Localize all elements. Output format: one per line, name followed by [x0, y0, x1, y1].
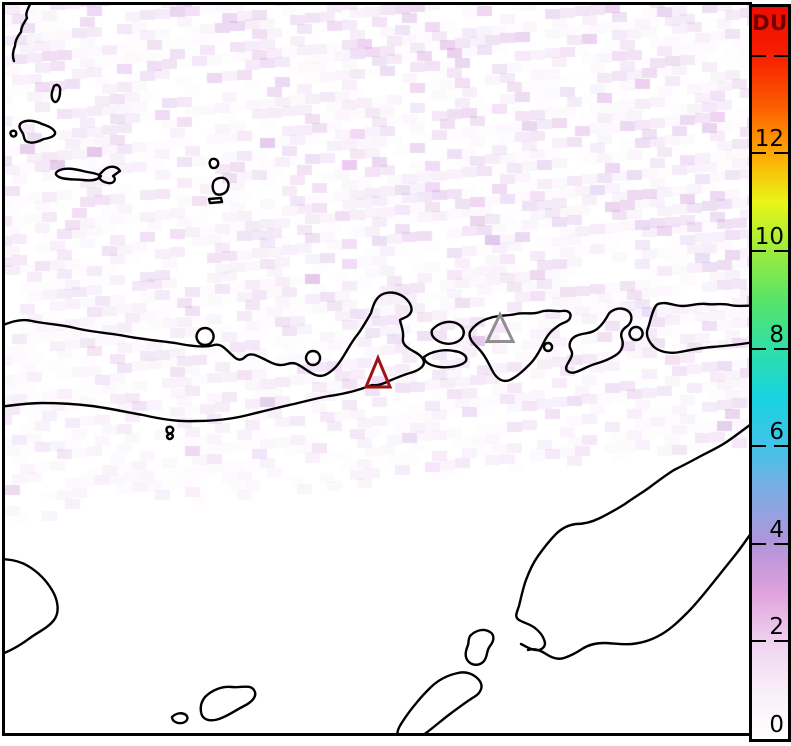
islet-north-dash — [207, 196, 224, 205]
colorbar-tick — [774, 445, 788, 448]
islet-north-ring — [211, 176, 230, 196]
island-chain-west — [54, 167, 103, 182]
island-rote — [396, 671, 483, 733]
coastline-group — [5, 5, 749, 733]
island-savu-small — [170, 712, 189, 725]
colorbar-tick — [752, 347, 766, 350]
island-sumba-coast — [5, 558, 59, 655]
island-komodo — [430, 320, 465, 345]
colorbar-tick-label: 0 — [769, 712, 784, 738]
colorbar-tick-label: 2 — [769, 614, 784, 641]
colorbar-tick — [774, 542, 788, 545]
sulawesi-corner-coast — [11, 5, 31, 63]
colorbar-tick-label: 8 — [769, 321, 784, 348]
volcano-marker-gray — [484, 311, 516, 343]
colorbar-unit-title: DU — [752, 11, 788, 35]
island-lembata — [565, 307, 633, 374]
coastlines-svg — [5, 5, 749, 733]
island-savu — [199, 685, 257, 722]
colorbar-tick — [774, 640, 788, 643]
colorbar-tick — [752, 640, 766, 643]
colorbar-tick — [774, 54, 788, 57]
islet-north-1 — [208, 157, 220, 170]
colorbar-tick — [752, 250, 766, 252]
colorbar-tick — [752, 152, 766, 155]
marker-group — [363, 311, 516, 389]
colorbar: 0 2 4 6 8 10 12 DU — [749, 4, 791, 742]
colorbar-tick — [752, 445, 766, 448]
island-flores — [468, 309, 572, 383]
island-sumbawa — [5, 291, 426, 423]
colorbar-tick — [774, 250, 788, 252]
colorbar-gradient — [752, 7, 788, 739]
islet-nw-2 — [9, 129, 18, 138]
islet-ring-east — [628, 325, 644, 342]
island-semau — [464, 628, 495, 666]
island-selayar — [18, 119, 57, 144]
colorbar-tick-label: 10 — [754, 224, 784, 250]
colorbar-tick — [774, 152, 788, 155]
island-chain-east — [97, 165, 122, 185]
colorbar-tick — [752, 54, 766, 57]
colorbar-tick-label: 12 — [754, 126, 784, 153]
colorbar-tick-label: 4 — [769, 516, 784, 543]
islet-nw-1 — [50, 83, 62, 104]
colorbar-tick — [774, 347, 788, 350]
colorbar-tick — [752, 542, 766, 545]
data-overlay-canvas — [5, 5, 749, 733]
island-moyo-ring — [195, 326, 215, 347]
colorbar-tick-label: 6 — [769, 419, 784, 446]
island-banta — [422, 349, 468, 369]
timor-nw-coast — [515, 424, 749, 652]
island-alor — [645, 301, 749, 354]
islet-south-sumbawa — [165, 425, 175, 441]
islet-flores-east — [542, 341, 554, 353]
volcano-marker-red — [363, 354, 393, 389]
island-sangeang-ring — [304, 349, 322, 367]
map-plot-area — [2, 2, 752, 736]
timor-s-coast — [526, 534, 749, 660]
